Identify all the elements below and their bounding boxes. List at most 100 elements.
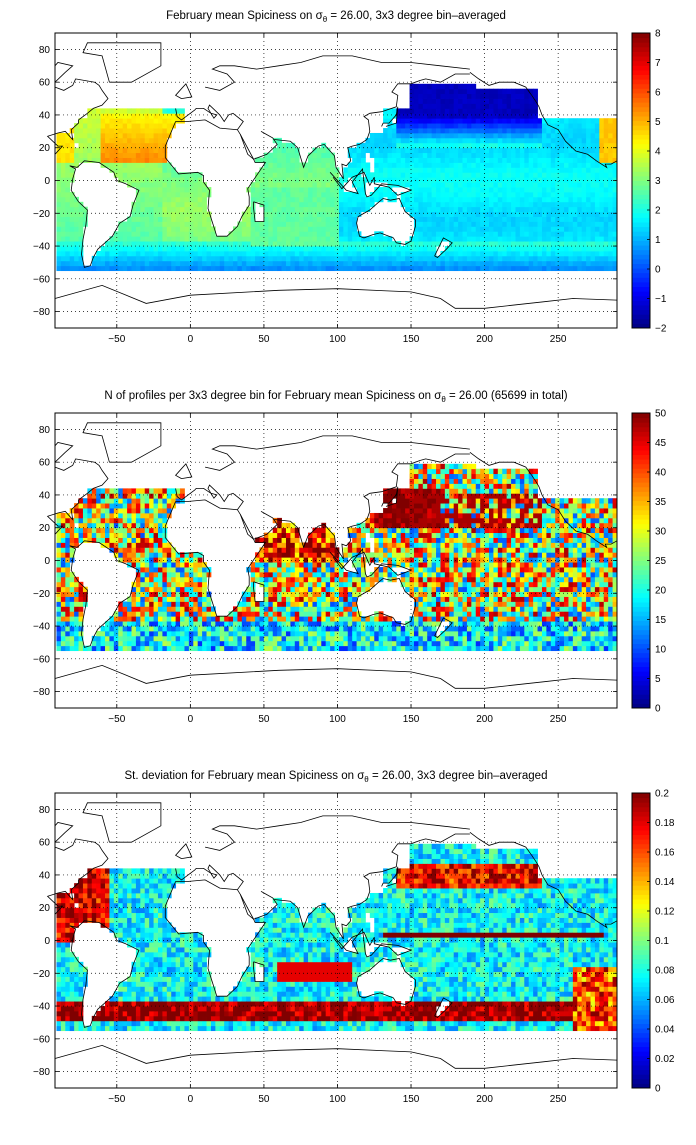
heatmap-cell <box>524 153 529 158</box>
heatmap-cell <box>105 251 110 256</box>
heatmap-cell <box>520 261 525 266</box>
heatmap-cell <box>555 143 560 148</box>
heatmap-cell <box>538 167 543 172</box>
heatmap-cell <box>70 217 75 222</box>
heatmap-cell <box>149 646 154 651</box>
heatmap-cell <box>507 251 512 256</box>
heatmap-cell <box>502 207 507 212</box>
heatmap-cell <box>312 251 317 256</box>
heatmap-cell <box>502 118 507 123</box>
heatmap-cell <box>162 592 167 597</box>
heatmap-cell <box>467 84 472 89</box>
heatmap-cell <box>568 128 573 133</box>
heatmap-cell <box>290 162 295 167</box>
heatmap-cell <box>343 241 348 246</box>
heatmap-cell <box>118 518 123 523</box>
heatmap-cell <box>140 261 145 266</box>
heatmap-cell <box>132 133 137 138</box>
heatmap-cell <box>162 207 167 212</box>
heatmap-cell <box>546 192 551 197</box>
heatmap-cell <box>162 493 167 498</box>
heatmap-cell <box>502 217 507 222</box>
heatmap-cell <box>114 138 119 143</box>
heatmap-cell <box>264 217 269 222</box>
heatmap-cell <box>515 197 520 202</box>
heatmap-cell <box>348 636 353 641</box>
heatmap-cell <box>379 192 384 197</box>
heatmap-cell <box>339 236 344 241</box>
heatmap-cell <box>414 241 419 246</box>
heatmap-cell <box>132 636 137 641</box>
heatmap-cell <box>582 197 587 202</box>
heatmap-cell <box>339 221 344 226</box>
heatmap-cell <box>507 172 512 177</box>
colorbar-segment <box>632 273 650 278</box>
heatmap-cell <box>162 226 167 231</box>
heatmap-cell <box>339 636 344 641</box>
heatmap-cell <box>273 261 278 266</box>
heatmap-cell <box>74 587 79 592</box>
heatmap-cell <box>299 621 304 626</box>
heatmap-cell <box>282 567 287 572</box>
heatmap-cell <box>498 251 503 256</box>
heatmap-cell <box>140 488 145 493</box>
heatmap-cell <box>56 616 61 621</box>
heatmap-cell <box>246 261 251 266</box>
heatmap-cell <box>308 261 313 266</box>
heatmap-cell <box>599 256 604 261</box>
heatmap-cell <box>568 241 573 246</box>
heatmap-cell <box>277 182 282 187</box>
heatmap-cell <box>498 89 503 94</box>
heatmap-cell <box>427 128 432 133</box>
heatmap-cell <box>546 162 551 167</box>
heatmap-cell <box>286 251 291 256</box>
heatmap-cell <box>167 616 172 621</box>
heatmap-cell <box>158 128 163 133</box>
heatmap-cell <box>268 231 273 236</box>
heatmap-cell <box>158 143 163 148</box>
heatmap-cell <box>326 153 331 158</box>
heatmap-cell <box>507 158 512 163</box>
heatmap-cell <box>171 631 176 636</box>
heatmap-cell <box>335 631 340 636</box>
heatmap-cell <box>542 138 547 143</box>
heatmap-cell <box>330 197 335 202</box>
heatmap-cell <box>339 606 344 611</box>
heatmap-cell <box>282 592 287 597</box>
heatmap-cell <box>467 167 472 172</box>
heatmap-cell <box>211 621 216 626</box>
heatmap-cell <box>524 133 529 138</box>
heatmap-cell <box>564 221 569 226</box>
heatmap-cell <box>237 631 242 636</box>
heatmap-cell <box>560 226 565 231</box>
heatmap-cell <box>136 577 141 582</box>
heatmap-cell <box>162 261 167 266</box>
heatmap-cell <box>599 138 604 143</box>
heatmap-cell <box>476 113 481 118</box>
heatmap-cell <box>167 488 172 493</box>
heatmap-cell <box>114 542 119 547</box>
heatmap-cell <box>348 616 353 621</box>
heatmap-cell <box>162 538 167 543</box>
heatmap-cell <box>176 606 181 611</box>
heatmap-cell <box>251 636 256 641</box>
heatmap-cell <box>123 606 128 611</box>
heatmap-cell <box>264 646 269 651</box>
heatmap-cell <box>224 256 229 261</box>
heatmap-cell <box>326 217 331 222</box>
heatmap-cell <box>299 221 304 226</box>
heatmap-cell <box>538 266 543 271</box>
heatmap-cell <box>189 611 194 616</box>
heatmap-cell <box>273 226 278 231</box>
heatmap-cell <box>176 626 181 631</box>
heatmap-cell <box>295 616 300 621</box>
heatmap-cell <box>118 631 123 636</box>
heatmap-cell <box>515 89 520 94</box>
heatmap-cell <box>515 103 520 108</box>
heatmap-cell <box>295 646 300 651</box>
heatmap-cell <box>140 498 145 503</box>
heatmap-cell <box>463 123 468 128</box>
heatmap-cell <box>595 261 600 266</box>
heatmap-cell <box>555 226 560 231</box>
heatmap-cell <box>273 266 278 271</box>
